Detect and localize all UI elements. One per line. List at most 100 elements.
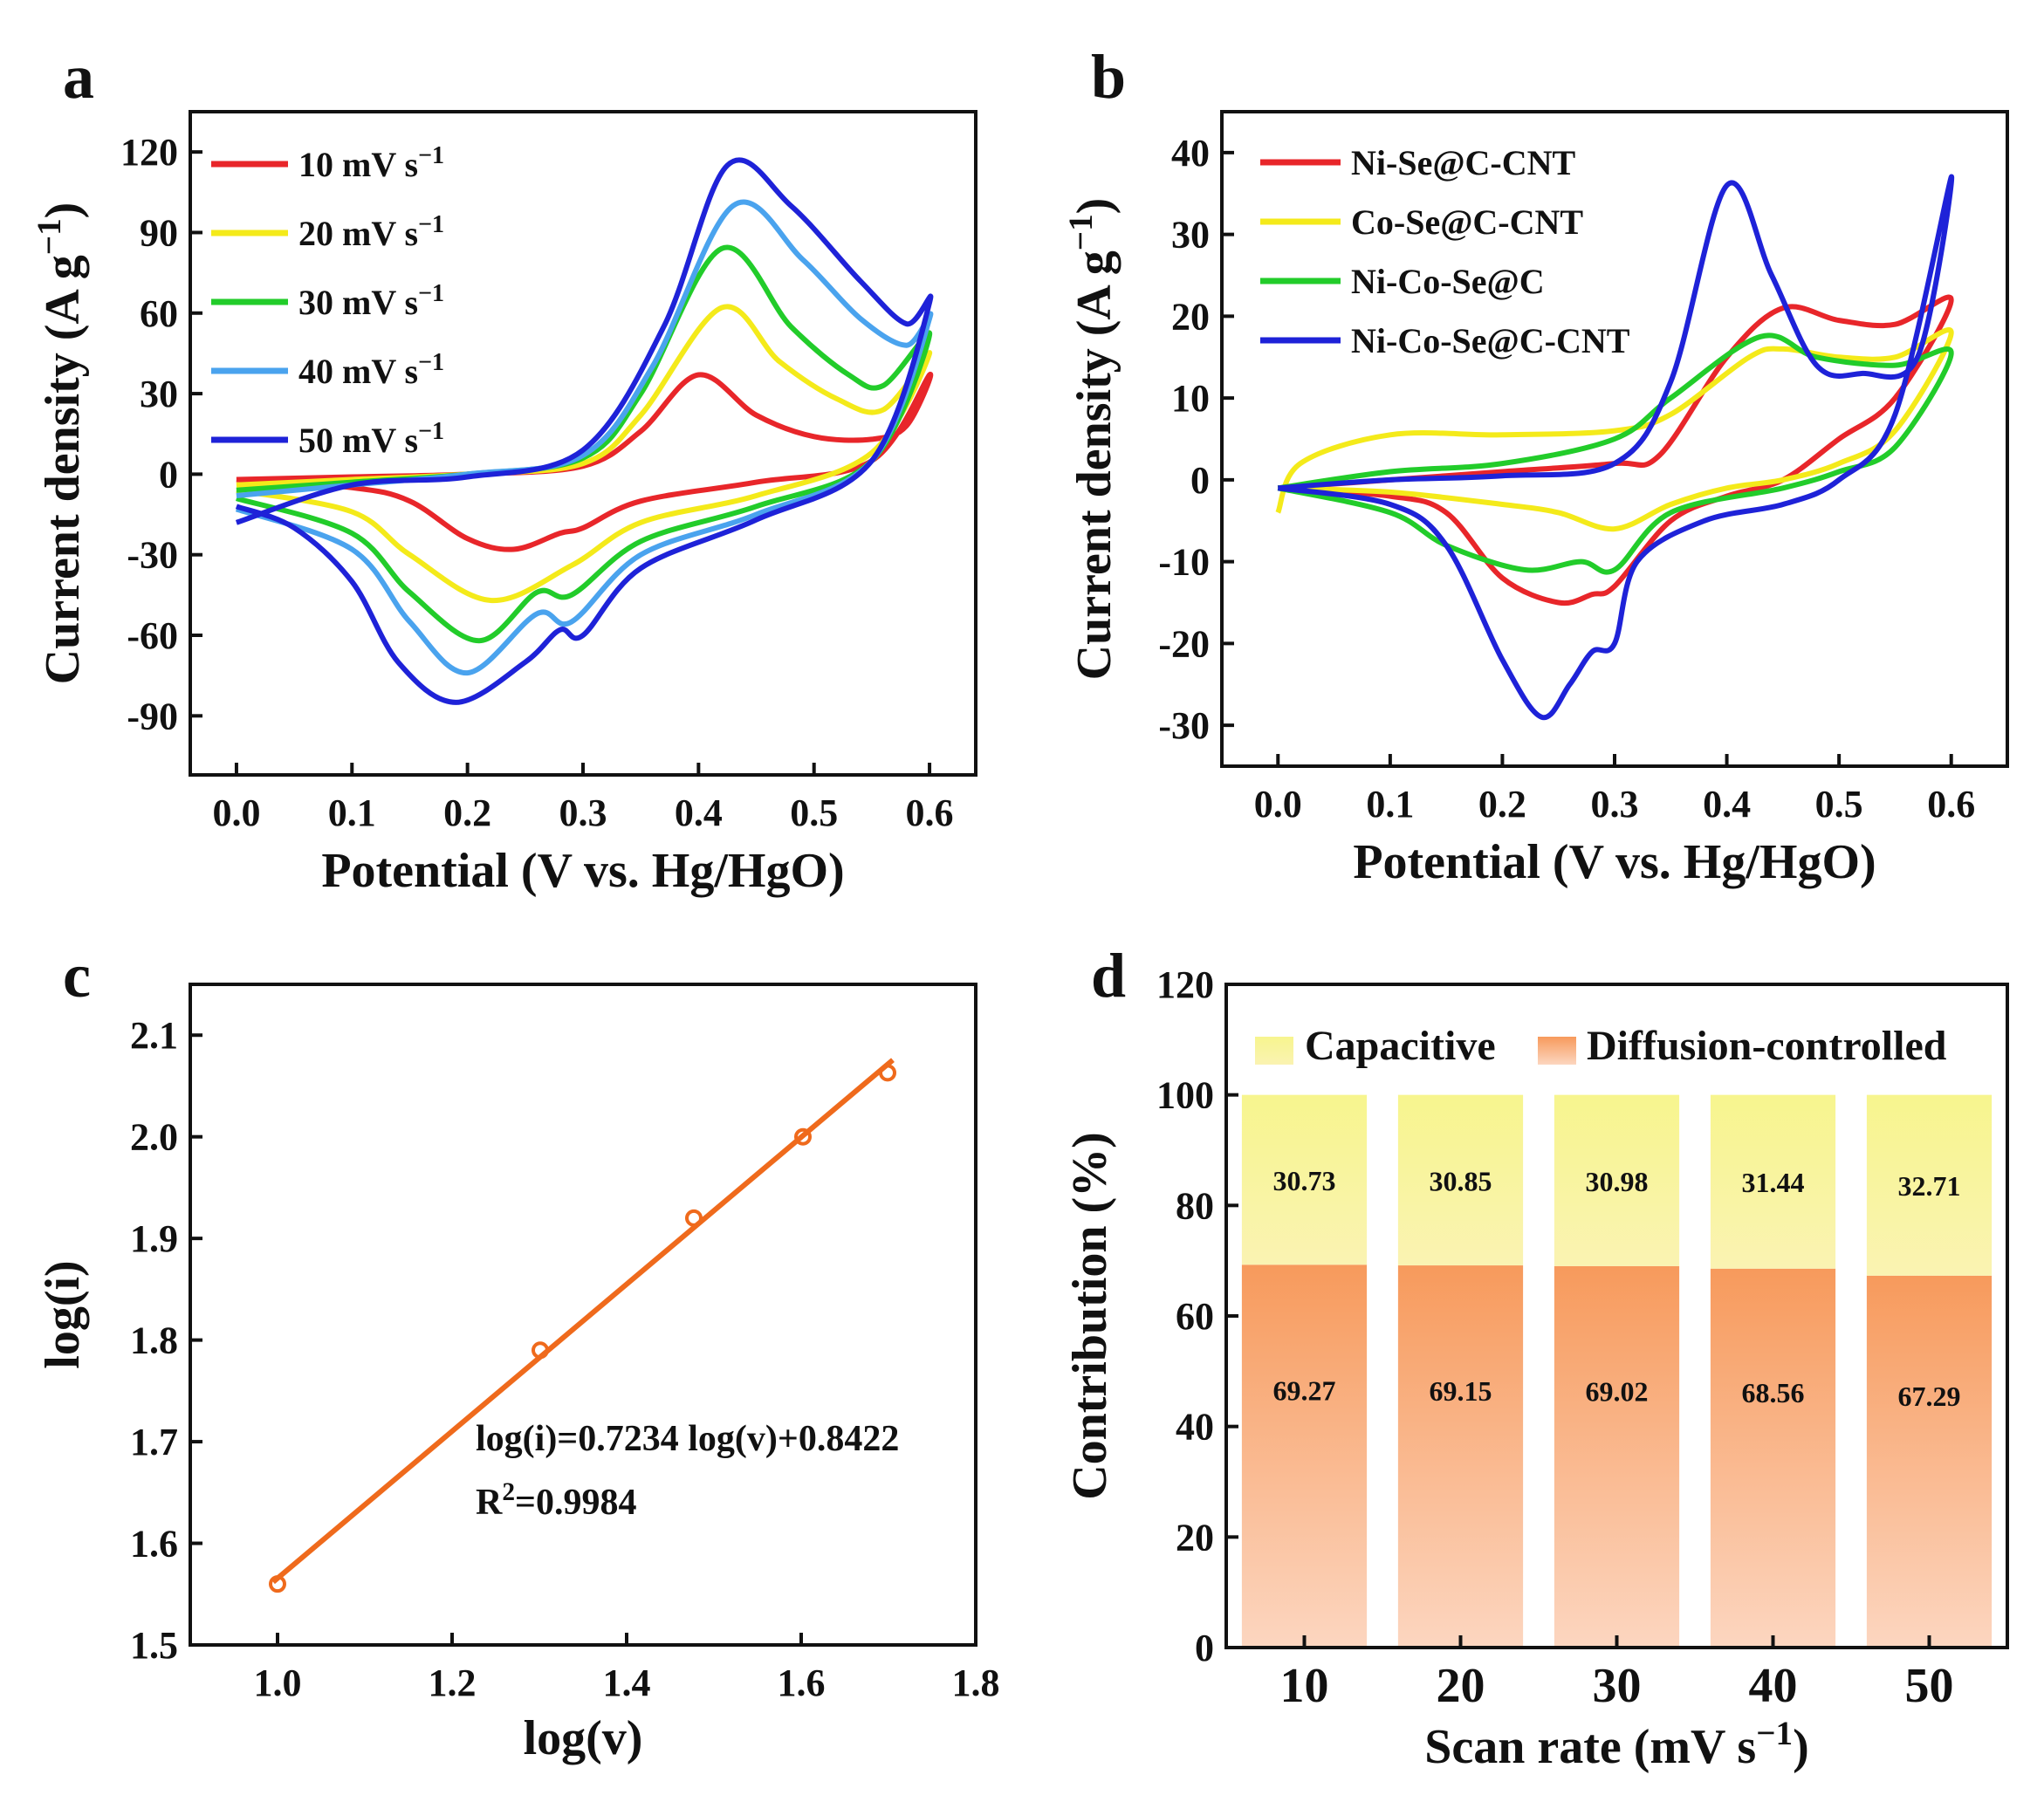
x-tick-label: 0.5: [790, 791, 838, 834]
bar-capacitive-10: [1241, 1094, 1368, 1265]
x-tick-label: 1.8: [952, 1662, 1000, 1704]
y-tick-label: 40: [1176, 1406, 1214, 1449]
series-line-3: [235, 199, 934, 676]
x-tick-label: 50: [1905, 1659, 1954, 1713]
bar-label-capacitive: 32.71: [1898, 1170, 1961, 1202]
x-tick-label: 0.6: [906, 791, 954, 834]
y-tick-label: 120: [1156, 963, 1214, 1006]
y-tick-label: 1.6: [130, 1523, 178, 1566]
x-tick-label: 0.0: [212, 791, 260, 834]
x-tick-label: 1.4: [603, 1662, 651, 1704]
y-axis-title: Contribution (%): [1063, 1132, 1117, 1500]
x-tick-label: 40: [1749, 1659, 1798, 1713]
legend-label-capacitive: Capacitive: [1305, 1023, 1496, 1069]
bar-diffusion-30: [1554, 1265, 1680, 1648]
y-tick-label: 2.0: [130, 1116, 178, 1159]
bar-label-diffusion: 68.56: [1742, 1377, 1805, 1408]
panel-c-log-fit: 1.0 1.2 1.4 1.6 1.8 2.1 2.0 1.9 1.8 1.7 1.6 1.5 log(…: [36, 983, 1000, 1765]
x-tick-label: 0.2: [1478, 783, 1526, 826]
y-tick-label: 100: [1156, 1074, 1214, 1117]
plot-frame: [189, 983, 977, 1647]
y-tick-label: 2.1: [130, 1014, 178, 1057]
y-tick-label: 0: [1195, 1627, 1214, 1669]
x-tick-label: 0.3: [1591, 783, 1639, 826]
data-point-2: [685, 1209, 703, 1227]
legend-label-2: 30 mV s−1: [298, 280, 444, 323]
x-tick-label: 1.6: [778, 1662, 826, 1704]
panel-b-cv-materials: 0.0 0.1 0.2 0.3 0.4 0.5 0.6 40 30 20 10 0 -10 -20 -30 N…: [1062, 110, 2009, 889]
legend-label-3: Ni-Co-Se@C-CNT: [1351, 321, 1630, 360]
legend-label-2: Ni-Co-Se@C: [1351, 262, 1545, 301]
legend-label-1: Co-Se@C-CNT: [1351, 202, 1583, 242]
bar-diffusion-20: [1397, 1265, 1524, 1648]
bar-label-capacitive: 30.98: [1586, 1166, 1649, 1197]
bar-capacitive-30: [1554, 1094, 1680, 1266]
data-point-1: [532, 1341, 549, 1360]
legend-label-diffusion: Diffusion-controlled: [1587, 1023, 1947, 1069]
y-tick-label: 40: [1171, 132, 1210, 175]
bar-capacitive-20: [1397, 1094, 1524, 1266]
y-tick-label: 0: [159, 453, 178, 496]
y-tick-label: 60: [1176, 1295, 1214, 1338]
series-line-3: [1277, 174, 1955, 721]
panel-label-b: b: [1091, 42, 1126, 112]
bar-label-capacitive: 30.85: [1430, 1165, 1492, 1196]
legend-label-0: 10 mV s−1: [298, 142, 444, 185]
y-tick-label: 30: [1171, 214, 1210, 257]
bar-diffusion-50: [1866, 1275, 1993, 1648]
x-tick-label: 0.4: [1703, 783, 1751, 826]
y-axis-title: Current density (A g−1): [31, 202, 91, 685]
y-tick-label: 1.5: [130, 1624, 178, 1667]
y-tick-label: 60: [140, 292, 178, 335]
panel-label-d: d: [1091, 941, 1126, 1011]
panel-a-cv-scan-rates: 0.0 0.1 0.2 0.3 0.4 0.5 0.6 120 90 60 30 0 -30 -60 -90…: [31, 110, 977, 898]
legend-swatch-capacitive: [1255, 1037, 1293, 1065]
x-tick-label: 0.2: [443, 791, 491, 834]
y-tick-label: 1.9: [130, 1217, 178, 1260]
y-tick-label: 120: [120, 131, 178, 174]
bar-capacitive-40: [1710, 1094, 1836, 1269]
x-tick-label: 0.4: [675, 791, 723, 834]
y-tick-label: -60: [127, 614, 178, 657]
y-tick-label: 10: [1171, 377, 1210, 420]
bar-capacitive-50: [1866, 1094, 1993, 1276]
bar-label-diffusion: 69.27: [1273, 1375, 1336, 1407]
y-tick-label: 0: [1190, 459, 1210, 502]
y-tick-label: 80: [1176, 1184, 1214, 1227]
x-axis-title: Potential (V vs. Hg/HgO): [321, 844, 844, 898]
x-tick-label: 0.0: [1254, 783, 1302, 826]
legend-label-3: 40 mV s−1: [298, 349, 444, 392]
x-axis-title: Potential (V vs. Hg/HgO): [1353, 835, 1876, 889]
series-line-1: [1275, 327, 1954, 532]
y-tick-label: -10: [1158, 541, 1210, 584]
y-axis-title: log(i): [36, 1260, 90, 1368]
x-tick-label: 20: [1437, 1659, 1485, 1713]
bar-label-diffusion: 67.29: [1898, 1381, 1961, 1412]
x-tick-label: 0.3: [559, 791, 607, 834]
bar-diffusion-40: [1710, 1268, 1836, 1648]
y-tick-label: 20: [1176, 1516, 1214, 1559]
panel-d-contribution-bars: 69.27 30.73 10 69.15 30.85 20 69.02 30.98 30 68.5…: [1063, 963, 2009, 1775]
data-point-4: [879, 1064, 896, 1082]
bar-label-capacitive: 31.44: [1742, 1167, 1805, 1198]
y-tick-label: 90: [140, 211, 178, 254]
legend-label-0: Ni-Se@C-CNT: [1351, 143, 1576, 182]
legend-label-4: 50 mV s−1: [298, 418, 444, 461]
panel-label-a: a: [63, 42, 94, 112]
y-tick-label: -30: [1158, 704, 1210, 747]
x-tick-label: 1.0: [254, 1662, 302, 1704]
y-tick-label: 20: [1171, 295, 1210, 338]
fit-equation: log(i)=0.7234 log(v)+0.8422: [476, 1419, 899, 1459]
x-axis-title: log(v): [524, 1711, 643, 1765]
bar-diffusion-10: [1241, 1264, 1368, 1648]
x-tick-label: 0.6: [1927, 783, 1975, 826]
bar-label-diffusion: 69.15: [1430, 1375, 1492, 1407]
data-point-3: [794, 1127, 812, 1146]
bar-label-diffusion: 69.02: [1586, 1375, 1649, 1407]
x-tick-label: 0.1: [328, 791, 376, 834]
series-line-4: [235, 157, 934, 705]
data-point-0: [269, 1575, 286, 1593]
x-axis-title: Scan rate (mV s−1): [1424, 1715, 1809, 1775]
x-tick-label: 1.2: [429, 1662, 477, 1704]
y-tick-label: -90: [127, 695, 178, 737]
